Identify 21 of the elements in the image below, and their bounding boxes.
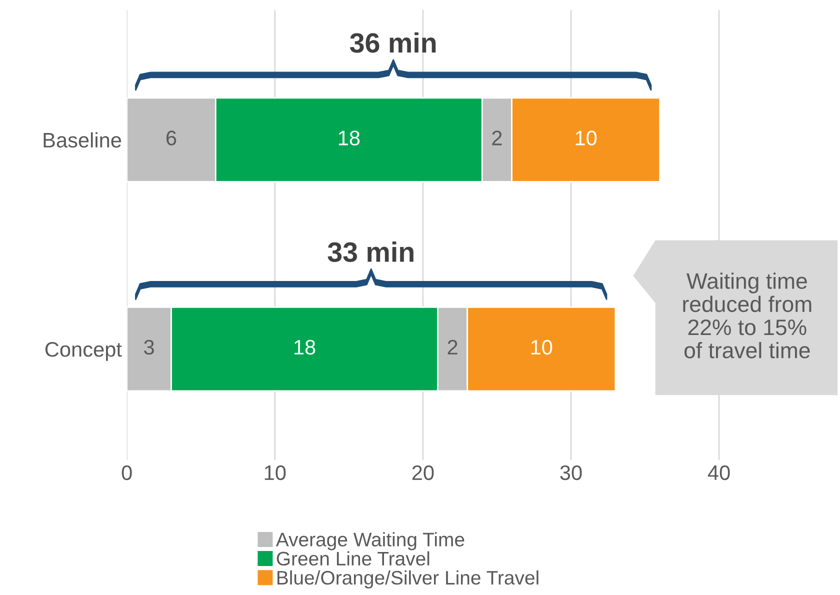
data-label: 10 — [531, 340, 552, 355]
data-label: 2 — [448, 340, 458, 354]
x-tick-label: 0 — [122, 465, 132, 480]
y-tick-label: Baseline — [44, 132, 122, 148]
legend-label: Average Waiting Time — [276, 532, 464, 550]
legend-label: Green Line Travel — [276, 551, 430, 566]
data-label: 10 — [576, 130, 597, 146]
data-label: 2 — [492, 130, 502, 146]
y-tick-label: Concept — [45, 342, 122, 361]
data-label: 6 — [166, 130, 176, 146]
annotation: Waiting time reduced from 22% to 15% of travel time — [683, 272, 812, 358]
x-tick-label: 20 — [412, 465, 434, 480]
annotation: 36 min — [350, 32, 436, 53]
x-tick-label: 40 — [708, 465, 730, 480]
data-label: 3 — [144, 340, 154, 355]
legend-label: Blue/Orange/Silver Line Travel — [277, 570, 538, 588]
annotation: 33 min — [328, 242, 414, 262]
data-label: 18 — [338, 130, 360, 146]
data-label: 18 — [294, 340, 316, 355]
x-tick-label: 30 — [560, 465, 582, 480]
x-tick-label: 10 — [264, 465, 286, 480]
